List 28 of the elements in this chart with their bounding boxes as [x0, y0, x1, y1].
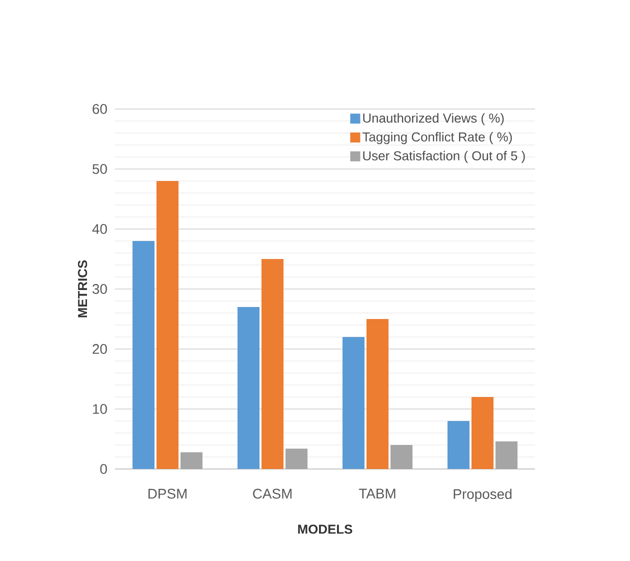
y-tick-label: 10: [93, 404, 107, 414]
legend-label: Unauthorized Views ( %): [363, 113, 504, 126]
y-tick-label: 0: [100, 464, 107, 474]
y-axis-title: METRICS: [78, 260, 88, 318]
bar: [472, 397, 494, 469]
bar: [132, 240, 155, 469]
y-tick-label: 30: [92, 284, 107, 294]
bar: [262, 258, 284, 469]
bar: [156, 180, 178, 469]
x-tick-label: TABM: [358, 488, 396, 498]
y-tick-label: 60: [92, 104, 107, 114]
bar: [342, 337, 365, 469]
legend-label: User Satisfaction ( Out of 5 ): [363, 150, 525, 163]
x-tick-label: CASM: [253, 488, 292, 499]
x-tick-label: DPSM: [148, 488, 187, 499]
legend-label: Tagging Conflict Rate ( %): [362, 132, 512, 144]
bar: [448, 421, 470, 469]
bar: [285, 448, 308, 469]
bar: [238, 307, 260, 469]
x-tick-label: Proposed: [454, 488, 512, 502]
bar: [366, 319, 388, 469]
bar: [390, 445, 412, 469]
bar: [495, 441, 518, 469]
bar: [180, 452, 202, 469]
y-tick-label: 50: [92, 164, 107, 174]
y-tick-label: 40: [92, 224, 107, 234]
y-tick-label: 20: [92, 344, 107, 354]
x-axis-title: MODELS: [298, 524, 352, 534]
